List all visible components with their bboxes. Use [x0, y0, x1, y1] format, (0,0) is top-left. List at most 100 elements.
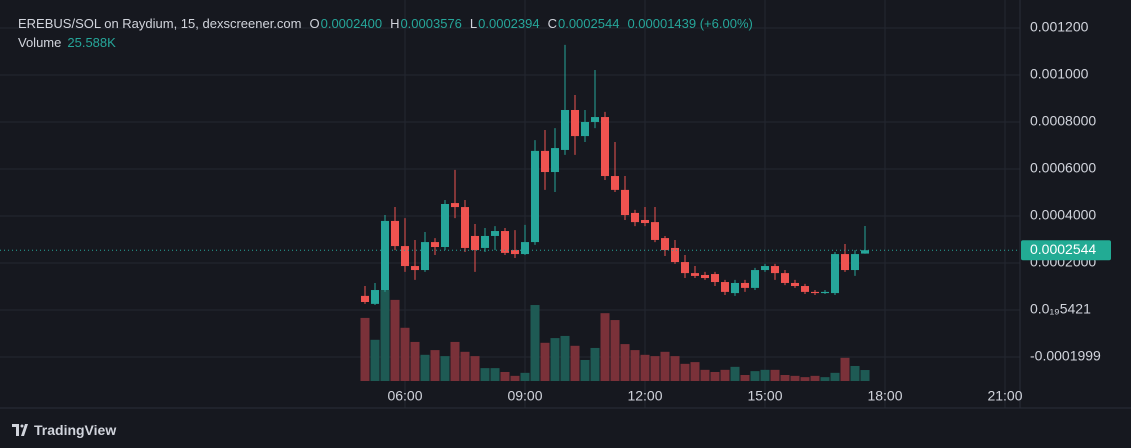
change: 0.00001439 (+6.00%) — [627, 16, 753, 31]
ohlc-value: 0.0002400 — [320, 16, 383, 31]
y-tick-label: 0.001200 — [1030, 19, 1089, 35]
y-tick-label: 0.0₁₉5421 — [1030, 301, 1091, 317]
volume-bar — [420, 354, 430, 381]
candle-body — [741, 282, 749, 288]
x-tick-label: 18:00 — [867, 388, 902, 404]
volume-bar — [790, 375, 800, 381]
candle-body — [771, 266, 779, 274]
brand-name: TradingView — [34, 422, 117, 438]
volume-bar — [480, 368, 490, 381]
candle-body — [561, 109, 569, 150]
volume-bar — [470, 356, 480, 381]
volume-bar — [360, 317, 370, 381]
brand[interactable]: TradingView — [12, 422, 116, 438]
candle-body — [591, 117, 599, 122]
candle-body — [621, 189, 629, 216]
candle-body — [481, 235, 489, 248]
candle-body — [511, 250, 519, 255]
y-tick-label: 0.0008000 — [1030, 113, 1096, 129]
candle-body — [721, 282, 729, 292]
ohlc: O0.0002400 H0.0003576 L0.0002394 C0.0002544 — [309, 16, 627, 31]
candle-body — [451, 203, 459, 208]
candle-body — [651, 222, 659, 240]
volume-bar — [670, 356, 680, 381]
candle-body — [811, 291, 819, 294]
volume-bar — [610, 320, 620, 381]
candle-body — [491, 231, 499, 236]
x-tick-label: 15:00 — [747, 388, 782, 404]
volume-last: 25.588K — [67, 35, 116, 50]
candle-body — [631, 212, 639, 223]
volume-bar — [810, 375, 820, 381]
ohlc-value: 0.0003576 — [400, 16, 462, 31]
x-tick-label: 12:00 — [627, 388, 662, 404]
volume-bar — [850, 365, 860, 381]
volume-bar — [490, 368, 500, 381]
symbol: EREBUS/SOL on Raydium, 15, dexscreener.c… — [18, 16, 302, 31]
candle-body — [661, 238, 669, 251]
volume-bar — [410, 341, 420, 381]
volume-bar — [690, 362, 700, 381]
candle-body — [371, 290, 379, 304]
candle-body — [441, 204, 449, 248]
candle-body — [701, 274, 709, 279]
volume-bar — [400, 327, 410, 381]
candle-body — [361, 295, 369, 303]
ohlc-value: 0.0002544 — [557, 16, 620, 31]
volume-bar — [540, 342, 550, 381]
ohlc-key: O — [309, 16, 320, 31]
ohlc-key: H — [390, 16, 400, 31]
y-tick-label: 0.0006000 — [1030, 160, 1096, 176]
candle-body — [821, 291, 829, 294]
volume-bar — [430, 350, 440, 381]
candle-body — [391, 220, 399, 247]
volume-bar — [550, 338, 560, 381]
volume-bar — [680, 363, 690, 381]
candle-body — [761, 266, 769, 271]
volume-bar — [860, 370, 870, 381]
candle-body — [541, 150, 549, 173]
volume-bar — [760, 369, 770, 381]
volume-legend: Volume 25.588K — [18, 35, 116, 50]
volume-bar — [750, 371, 760, 381]
candle-body — [691, 273, 699, 276]
candle-body — [841, 254, 849, 271]
candle-body — [801, 286, 809, 292]
candle-body — [471, 235, 479, 251]
volume-bar — [530, 305, 540, 381]
candle-body — [681, 262, 689, 274]
volume-bar — [600, 313, 610, 381]
volume-bar — [500, 371, 510, 381]
candle-body — [461, 207, 469, 248]
candle-body — [861, 250, 869, 254]
candle-body — [831, 254, 839, 294]
volume-bar — [460, 351, 470, 381]
candle-body — [421, 242, 429, 271]
volume-bar — [580, 359, 590, 381]
volume-bar — [830, 372, 840, 381]
volume-bar — [380, 290, 390, 381]
volume-bar — [630, 350, 640, 381]
x-tick-label: 21:00 — [987, 388, 1022, 404]
candle-body — [581, 121, 589, 137]
ohlc-key: C — [547, 16, 557, 31]
volume-bar — [820, 377, 830, 381]
candle-body — [711, 274, 719, 283]
ohlc-key: L — [469, 16, 478, 31]
last-price-label: 0.0002544 — [1030, 241, 1096, 257]
last-price-tag — [1021, 240, 1111, 261]
candle-body — [411, 266, 419, 271]
volume-bar — [560, 335, 570, 381]
candle-body — [521, 242, 529, 255]
candle-body — [431, 242, 439, 248]
volume-bar — [710, 371, 720, 381]
candle-body — [851, 254, 859, 271]
candle-body — [401, 246, 409, 267]
volume-bar — [440, 356, 450, 381]
x-tick-label: 09:00 — [507, 388, 542, 404]
candle-body — [731, 282, 739, 294]
y-tick-label: 0.0004000 — [1030, 207, 1096, 223]
volume-bar — [660, 351, 670, 381]
candle-body — [551, 148, 559, 173]
volume-bar — [620, 344, 630, 381]
